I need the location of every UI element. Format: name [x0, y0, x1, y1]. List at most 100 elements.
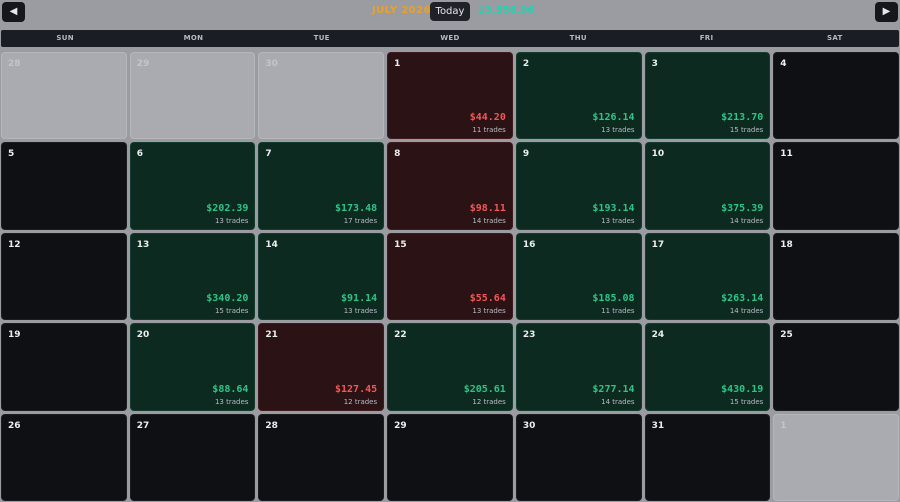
day-number: 15 — [394, 239, 407, 250]
trade-count: 13 trades — [601, 216, 635, 225]
day-cell[interactable]: 26 — [1, 413, 127, 501]
day-cell[interactable]: 8 $98.11 14 trades — [387, 142, 513, 230]
day-pnl: $91.14 — [341, 293, 378, 305]
trade-count: 15 trades — [214, 307, 249, 316]
trade-count: 13 trades — [214, 216, 249, 225]
day-pnl: $127.45 — [334, 383, 378, 395]
calendar-grid: 28 29 30 1 $44.20 11 trades 2 $126.14 13 trades 3… — [1, 52, 899, 501]
weekday-header: SUN MON TUE WED THU FRI SAT — [1, 30, 899, 47]
day-cell[interactable]: 11 — [773, 142, 899, 230]
day-cell[interactable]: 12 — [1, 232, 127, 321]
day-cell[interactable]: 3 $213.70 15 trades — [644, 52, 771, 140]
day-cell[interactable]: 16 $185.08 11 trades — [515, 232, 642, 321]
calendar-header: ◀ JULY 2026 Today $3,558.96 ▶ — [0, 0, 900, 26]
day-cell[interactable]: 28 — [258, 413, 385, 501]
day-cell[interactable]: 2 $126.14 13 trades — [515, 52, 642, 140]
previous-month-button[interactable]: ◀ — [2, 2, 25, 22]
day-cell[interactable]: 7 $173.48 17 trades — [258, 142, 385, 230]
day-cell[interactable]: 9 $193.14 13 trades — [515, 142, 642, 230]
day-cell[interactable]: 20 $88.64 13 trades — [129, 323, 256, 411]
weekday-label: FRI — [699, 34, 714, 42]
day-number: 23 — [522, 330, 536, 341]
day-number: 31 — [651, 420, 665, 431]
day-cell[interactable]: 27 — [129, 413, 256, 501]
day-number: 27 — [136, 420, 150, 431]
day-pnl: $202.39 — [206, 202, 249, 214]
day-cell[interactable]: 30 — [258, 52, 385, 140]
trade-count: 11 trades — [601, 307, 635, 316]
trade-count: 15 trades — [729, 397, 764, 406]
trade-count: 13 trades — [214, 397, 249, 406]
trade-count: 14 trades — [729, 307, 764, 316]
day-pnl: $263.14 — [721, 293, 764, 305]
day-pnl: $185.08 — [592, 293, 635, 305]
day-cell[interactable]: 19 — [1, 323, 127, 411]
day-cell[interactable]: 15 $55.64 13 trades — [387, 232, 513, 321]
day-cell[interactable]: 30 — [515, 413, 642, 501]
day-pnl: $126.14 — [592, 112, 635, 124]
day-number: 10 — [651, 149, 665, 160]
trade-count: 12 trades — [472, 397, 506, 406]
day-cell[interactable]: 29 — [387, 413, 513, 501]
day-number: 4 — [780, 59, 787, 69]
day-cell[interactable]: 23 $277.14 14 trades — [515, 323, 642, 411]
day-number: 29 — [136, 59, 150, 69]
day-pnl: $88.64 — [212, 383, 249, 395]
day-pnl: $430.19 — [721, 383, 764, 395]
day-pnl: $193.14 — [592, 202, 635, 214]
day-cell[interactable]: 25 — [773, 323, 899, 411]
day-cell[interactable]: 4 — [773, 52, 899, 140]
day-number: 5 — [8, 149, 15, 160]
day-pnl: $340.20 — [206, 293, 249, 305]
chevron-right-icon: ▶ — [882, 6, 891, 17]
trade-count: 17 trades — [343, 216, 378, 225]
day-cell[interactable]: 1 $44.20 11 trades — [387, 52, 513, 140]
day-pnl: $375.39 — [721, 202, 764, 214]
trade-count: 13 trades — [472, 307, 506, 316]
day-number: 11 — [780, 149, 793, 160]
day-pnl: $205.61 — [463, 383, 506, 395]
day-number: 13 — [136, 239, 150, 250]
day-number: 2 — [522, 59, 530, 69]
day-cell[interactable]: 6 $202.39 13 trades — [129, 142, 256, 230]
next-month-button[interactable]: ▶ — [875, 2, 898, 22]
day-cell[interactable]: 17 $263.14 14 trades — [644, 232, 771, 321]
day-number: 30 — [265, 59, 278, 69]
day-number: 1 — [780, 420, 787, 431]
day-cell[interactable]: 18 — [773, 232, 899, 321]
day-cell[interactable]: 31 — [644, 413, 771, 501]
day-cell[interactable]: 14 $91.14 13 trades — [258, 232, 385, 321]
day-cell[interactable]: 28 — [1, 52, 127, 140]
chevron-left-icon: ◀ — [9, 6, 18, 17]
day-cell[interactable]: 22 $205.61 12 trades — [387, 323, 513, 411]
day-number: 1 — [394, 59, 401, 69]
weekday-label: SUN — [56, 34, 74, 42]
day-number: 8 — [394, 149, 401, 160]
day-number: 25 — [780, 330, 793, 341]
today-button[interactable]: Today — [430, 2, 470, 21]
trade-count: 13 trades — [343, 307, 378, 316]
trade-count: 14 trades — [472, 216, 506, 225]
day-pnl: $98.11 — [469, 202, 506, 214]
day-cell[interactable]: 1 — [773, 413, 899, 501]
day-cell[interactable]: 13 $340.20 15 trades — [129, 232, 256, 321]
day-pnl: $277.14 — [592, 383, 635, 395]
day-number: 9 — [522, 149, 530, 160]
day-number: 28 — [265, 420, 278, 431]
day-number: 12 — [8, 239, 21, 250]
day-number: 22 — [394, 330, 407, 341]
day-pnl: $44.20 — [469, 112, 506, 124]
day-number: 20 — [136, 330, 150, 341]
day-cell[interactable]: 29 — [129, 52, 256, 140]
day-number: 26 — [8, 420, 21, 431]
day-cell[interactable]: 24 $430.19 15 trades — [644, 323, 771, 411]
day-cell[interactable]: 21 $127.45 12 trades — [258, 323, 385, 411]
day-number: 17 — [651, 239, 665, 250]
day-pnl: $213.70 — [721, 112, 764, 124]
weekday-label: THU — [569, 34, 587, 42]
day-number: 21 — [265, 330, 278, 341]
day-number: 18 — [780, 239, 793, 250]
day-cell[interactable]: 5 — [1, 142, 127, 230]
day-cell[interactable]: 10 $375.39 14 trades — [644, 142, 771, 230]
month-total-pnl: $3,558.96 — [478, 5, 535, 16]
